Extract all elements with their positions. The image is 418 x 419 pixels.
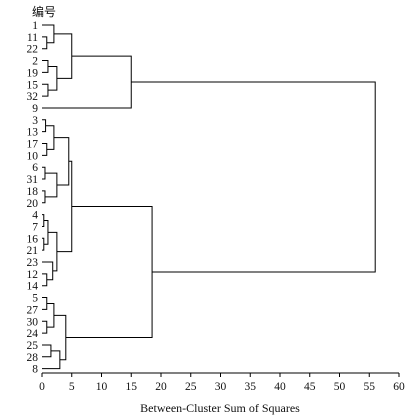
x-axis: 0 5 10 15 20 25 30 35 40 45 50 55 60: [39, 372, 405, 393]
leaf-label: 31: [27, 174, 39, 186]
leaf-labels: 1112221915329313171063118204716212312145…: [27, 20, 39, 376]
merge-link-0: [42, 36, 48, 50]
leaf-label: 6: [32, 162, 38, 174]
merge-link-14: [42, 214, 45, 227]
leaf-label: 15: [27, 79, 39, 91]
merge-link-3: [42, 83, 49, 97]
merge-link-18: [42, 261, 54, 281]
leaf-label: 25: [27, 340, 39, 352]
merge-link-8: [42, 143, 48, 156]
leaf-label: 13: [27, 127, 39, 139]
merge-link-21: [42, 297, 48, 310]
leaf-label: 2: [32, 56, 38, 68]
leaf-label: 7: [32, 221, 38, 233]
leaf-label: 22: [27, 44, 39, 56]
leaf-label: 10: [27, 150, 39, 162]
leaf-label: 14: [27, 281, 39, 293]
merge-link-10: [42, 166, 46, 180]
x-tick-label: 20: [155, 381, 167, 393]
merge-link-16: [43, 220, 49, 245]
leaf-label: 9: [32, 103, 38, 115]
leaf-label: 8: [32, 364, 38, 376]
leaf-axis-title: 编号: [32, 4, 56, 19]
x-tick-label: 50: [334, 381, 346, 393]
dendrogram-links: [42, 24, 376, 370]
merge-link-17: [42, 273, 48, 287]
leaf-label: 17: [27, 139, 39, 151]
leaf-label: 12: [27, 269, 39, 281]
leaf-label: 23: [27, 257, 39, 269]
leaf-label: 5: [32, 293, 38, 305]
x-tick-label: 30: [215, 381, 227, 393]
x-tick-label: 60: [393, 381, 405, 393]
merge-link-12: [44, 172, 58, 198]
leaf-label: 16: [27, 233, 39, 245]
leaf-label: 19: [27, 67, 39, 79]
leaf-label: 20: [27, 198, 39, 210]
leaf-label: 1: [32, 20, 38, 32]
x-tick-label: 55: [364, 381, 376, 393]
merge-link-1: [42, 24, 55, 44]
merge-link-22: [42, 320, 48, 334]
merge-link-6: [42, 55, 132, 109]
merge-link-2: [42, 60, 49, 73]
leaf-label: 28: [27, 352, 39, 364]
merge-link-20: [56, 160, 73, 253]
x-tick-label: 15: [126, 381, 138, 393]
leaf-label: 11: [27, 32, 38, 44]
x-tick-label: 45: [304, 381, 316, 393]
x-tick-label: 10: [96, 381, 108, 393]
x-axis-title: Between-Cluster Sum of Squares: [140, 401, 300, 415]
x-tick-label: 35: [245, 381, 257, 393]
merge-link-23: [46, 302, 55, 328]
merge-link-11: [42, 190, 46, 204]
x-tick-label: 0: [39, 381, 45, 393]
leaf-label: 30: [27, 316, 39, 328]
leaf-label: 4: [32, 210, 38, 222]
merge-link-13: [53, 137, 70, 186]
merge-link-4: [47, 65, 58, 91]
merge-link-7: [42, 119, 47, 133]
merge-link-28: [131, 81, 376, 273]
leaf-label: 24: [27, 328, 39, 340]
x-tick-label: 5: [69, 381, 75, 393]
merge-link-24: [42, 344, 52, 358]
leaf-label: 32: [27, 91, 39, 103]
merge-link-15: [42, 237, 45, 251]
x-tick-label: 25: [185, 381, 197, 393]
merge-link-27: [65, 205, 153, 339]
leaf-label: 3: [32, 115, 38, 127]
x-tick-label: 40: [274, 381, 286, 393]
leaf-label: 21: [27, 245, 39, 257]
leaf-label: 18: [27, 186, 39, 198]
leaf-label: 27: [27, 304, 39, 316]
